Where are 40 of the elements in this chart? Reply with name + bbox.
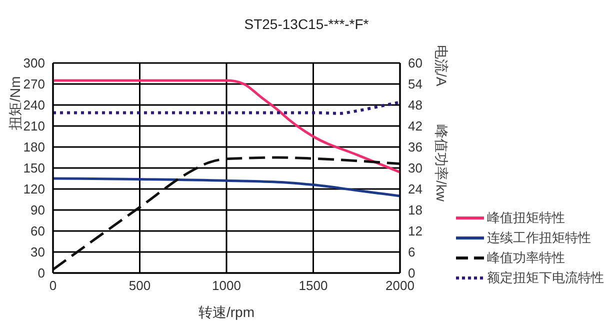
y2-tick-label: 24	[408, 182, 422, 197]
y-axis-title: 扭矩/Nm	[7, 76, 23, 130]
x-axis-title: 转速/rpm	[198, 304, 254, 320]
y-tick-label: 240	[23, 98, 45, 113]
y2-tick-label: 48	[408, 98, 422, 113]
x-tick-label: 1000	[212, 278, 241, 294]
x-tick-label: 0	[49, 278, 57, 294]
y2-tick-label: 36	[408, 140, 422, 155]
y2-tick-label: 54	[408, 76, 422, 92]
legend-label: 额定扭矩下电流特性	[487, 269, 604, 287]
y2-tick-label: 30	[408, 160, 422, 176]
legend-label: 峰值扭矩特性	[487, 209, 565, 227]
y2-tick-label: 6	[408, 244, 416, 260]
line-series	[53, 156, 400, 271]
y2-tick-label: 12	[408, 224, 422, 239]
legend-label: 连续工作扭矩特性	[487, 229, 591, 247]
text: 峰值功率/kw	[433, 124, 450, 202]
y2-axis-title: 电流/A	[433, 45, 450, 87]
chart-title: ST25-13C15-***-*F*	[243, 16, 370, 32]
y-tick-label: 150	[23, 160, 45, 176]
y-tick-label: 90	[30, 202, 45, 218]
y-tick-label: 270	[23, 76, 45, 92]
y-tick-label: 180	[23, 140, 45, 155]
y-tick-label: 60	[30, 224, 45, 239]
y-tick-label: 120	[23, 182, 45, 197]
line-series	[53, 100, 400, 115]
y2-tick-label: 42	[408, 118, 422, 134]
y-tick-label: 210	[23, 118, 45, 134]
y-tick-label: 0	[38, 266, 45, 281]
legend-label: 峰值功率特性	[487, 249, 565, 267]
y2-tick-label: 0	[408, 266, 416, 281]
x-tick-label: 1500	[298, 278, 328, 294]
y2-tick-label: 60	[408, 56, 422, 71]
line-series	[53, 177, 400, 198]
y-tick-label: 300	[23, 56, 45, 71]
y-tick-label: 30	[30, 244, 45, 260]
x-tick-label: 2000	[386, 278, 414, 294]
x-tick-label: 500	[128, 278, 151, 294]
y2-tick-label: 18	[408, 202, 422, 218]
line-series	[53, 79, 400, 174]
